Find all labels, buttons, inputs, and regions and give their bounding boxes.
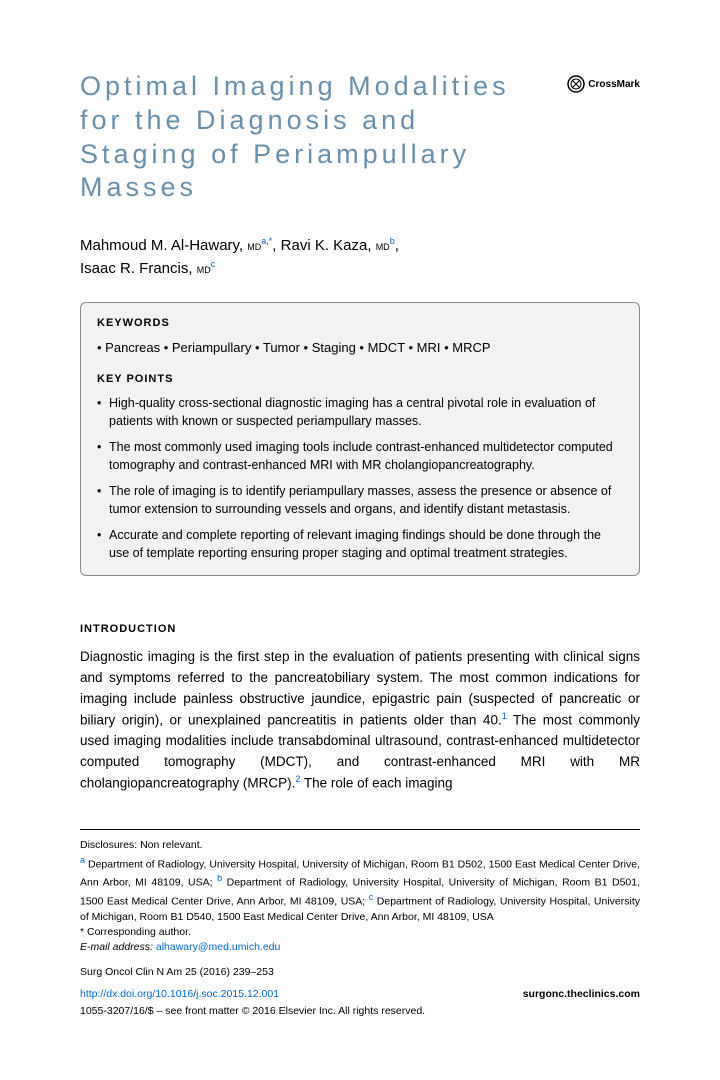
author-affiliation-sup: b: [390, 236, 395, 246]
keywords-list: • Pancreas • Periampullary • Tumor • Sta…: [97, 338, 623, 358]
citation-line: Surg Oncol Clin N Am 25 (2016) 239–253: [80, 965, 640, 981]
email-label: E-mail address:: [80, 941, 153, 953]
footer-row: http://dx.doi.org/10.1016/j.soc.2015.12.…: [80, 987, 640, 1003]
keywords-box: KEYWORDS • Pancreas • Periampullary • Tu…: [80, 302, 640, 576]
keypoints-list: High-quality cross-sectional diagnostic …: [97, 394, 623, 563]
footer-divider: [80, 829, 640, 830]
keypoint-item: High-quality cross-sectional diagnostic …: [97, 394, 623, 430]
author-name: Isaac R. Francis,: [80, 260, 193, 277]
author-name: Mahmoud M. Al-Hawary,: [80, 237, 243, 254]
disclosures-label: Disclosures: Non relevant.: [80, 839, 203, 851]
keywords-heading: KEYWORDS: [97, 315, 623, 332]
article-title: Optimal Imaging Modalities for the Diagn…: [80, 70, 567, 205]
author-affiliation-sup: c: [211, 259, 216, 269]
crossmark-label: CrossMark: [588, 77, 640, 92]
corresponding-author: * Corresponding author.: [80, 926, 191, 938]
author-name: Ravi K. Kaza,: [281, 237, 372, 254]
authors-block: Mahmoud M. Al-Hawary, MDa,*, Ravi K. Kaz…: [80, 235, 640, 280]
author-degree: MD: [197, 265, 211, 275]
copyright-line: 1055-3207/16/$ – see front matter © 2016…: [80, 1004, 640, 1020]
keypoint-item: The most commonly used imaging tools inc…: [97, 438, 623, 474]
keypoint-item: The role of imaging is to identify peria…: [97, 482, 623, 518]
keypoints-heading: KEY POINTS: [97, 371, 623, 388]
journal-site[interactable]: surgonc.theclinics.com: [523, 987, 640, 1003]
crossmark-badge[interactable]: CrossMark: [567, 75, 640, 93]
disclosures-block: Disclosures: Non relevant. a Department …: [80, 838, 640, 955]
crossmark-icon: [567, 75, 585, 93]
affiliation-sup: a: [80, 855, 85, 865]
affiliation-sup: b: [217, 873, 222, 883]
introduction-paragraph: Diagnostic imaging is the first step in …: [80, 647, 640, 794]
author-degree: MD: [247, 242, 261, 252]
introduction-heading: INTRODUCTION: [80, 621, 640, 638]
author-affiliation-sup: a,*: [261, 236, 272, 246]
affiliation-sup: c: [369, 892, 374, 902]
keypoint-item: Accurate and complete reporting of relev…: [97, 526, 623, 562]
email-link[interactable]: alhawary@med.umich.edu: [156, 941, 280, 953]
header-row: Optimal Imaging Modalities for the Diagn…: [80, 70, 640, 205]
author-degree: MD: [376, 242, 390, 252]
doi-link[interactable]: http://dx.doi.org/10.1016/j.soc.2015.12.…: [80, 987, 279, 1003]
intro-text: The role of each imaging: [300, 776, 452, 791]
